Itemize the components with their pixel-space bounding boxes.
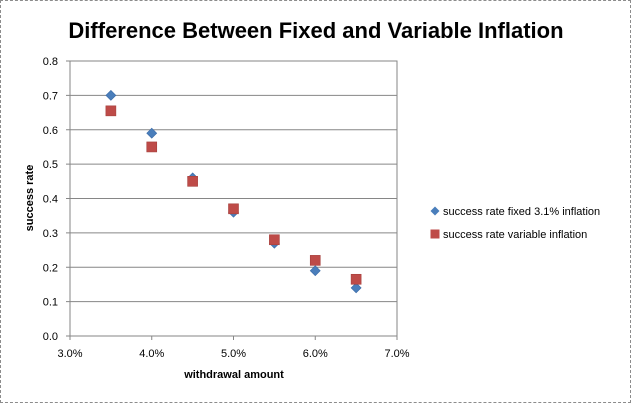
data-point-s1-0 [105,105,117,117]
data-series [105,89,362,294]
y-tick-label-0: 0.0 [43,331,58,343]
y-tick-label-4: 0.4 [43,194,58,206]
data-point-s1-2 [187,176,198,187]
legend-marker-0 [430,206,440,216]
data-point-s0-0 [105,89,117,101]
gridlines [70,60,397,337]
data-point-s0-1 [146,127,158,139]
legend-label-0: success rate fixed 3.1% inflation [443,206,600,218]
legend: success rate fixed 3.1% inflation success… [430,206,600,241]
data-point-s1-1 [146,141,158,153]
data-point-s1-5 [309,255,321,266]
legend-label-1: success rate variable inflation [443,229,587,241]
y-tick-label-6: 0.6 [43,125,58,137]
y-tick-label-5: 0.5 [43,159,58,171]
x-tick-label-3: 6.0% [303,348,328,360]
series-0 [105,89,362,294]
x-axis-ticks: 3.0% 4.0% 5.0% 6.0% 7.0% [57,336,410,360]
y-tick-label-7: 0.7 [43,90,58,102]
x-tick-label-4: 7.0% [384,348,409,360]
x-tick-label-1: 4.0% [139,348,164,360]
data-point-s0-6 [350,282,362,294]
legend-marker-1 [430,229,440,239]
y-tick-label-3: 0.3 [43,228,58,240]
data-point-s1-4 [269,234,280,246]
x-tick-label-0: 3.0% [57,348,82,360]
data-point-s0-5 [309,265,321,277]
data-point-s1-3 [228,203,239,215]
chart-title: Difference Between Fixed and Variable In… [68,18,563,43]
y-tick-label-2: 0.2 [43,262,58,274]
y-tick-label-8: 0.8 [43,56,58,68]
x-axis-title: withdrawal amount [183,369,284,381]
y-axis-ticks: 0.0 0.1 0.2 0.3 0.4 0.5 0.6 0.7 0.8 [43,56,70,343]
data-point-s1-6 [350,273,362,285]
y-axis-title: success rate [24,165,36,232]
y-tick-label-1: 0.1 [43,297,58,309]
x-tick-label-2: 5.0% [221,348,246,360]
series-1 [105,105,362,285]
